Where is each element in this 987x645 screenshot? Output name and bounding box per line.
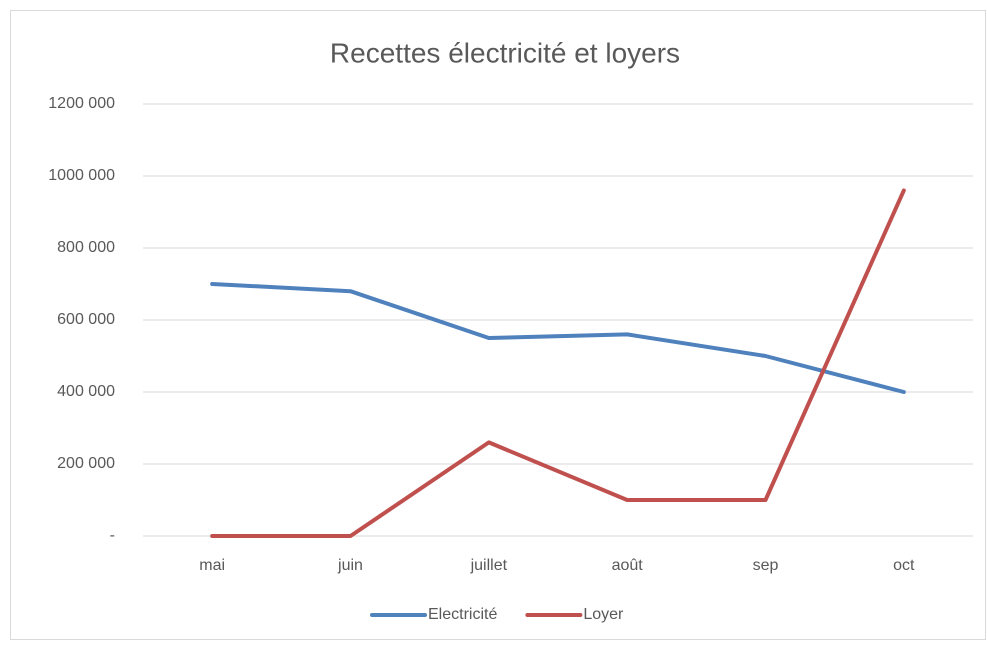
legend-label: Electricité — [428, 606, 497, 623]
y-tick-label: 400 000 — [57, 383, 115, 400]
x-tick-label: juillet — [470, 557, 508, 574]
y-tick-label: 200 000 — [57, 455, 115, 472]
y-tick-label: 1000 000 — [48, 167, 115, 184]
chart-title: Recettes électricité et loyers — [330, 37, 680, 68]
x-tick-label: mai — [199, 557, 225, 574]
legend-label: Loyer — [583, 606, 624, 623]
series-line — [210, 282, 906, 394]
x-tick-label: août — [612, 557, 644, 574]
x-tick-label: juin — [337, 557, 363, 574]
y-tick-label: 1200 000 — [48, 95, 115, 112]
chart-border — [10, 10, 986, 640]
y-tick-label: 600 000 — [57, 311, 115, 328]
y-tick-label: 800 000 — [57, 239, 115, 256]
x-tick-label: oct — [893, 557, 915, 574]
y-tick-label: - — [110, 527, 115, 544]
series-line — [210, 188, 906, 538]
x-tick-label: sep — [753, 557, 779, 574]
